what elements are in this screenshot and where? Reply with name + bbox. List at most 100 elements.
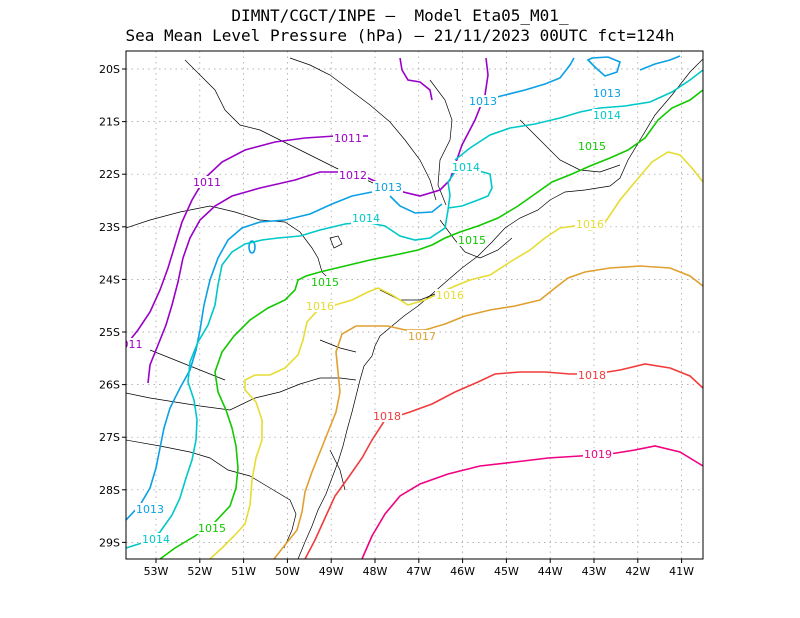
longitude-label: 45W — [494, 565, 519, 578]
contour-label-bg — [407, 330, 437, 342]
contour-label-bg — [435, 289, 465, 301]
latitude-label: 20S — [99, 63, 120, 76]
contour-label-bg — [577, 140, 607, 152]
state-border — [379, 289, 441, 301]
contour-label-bg — [126, 338, 144, 350]
longitude-label: 51W — [231, 565, 256, 578]
contour-label-bg — [305, 300, 335, 312]
longitude-label: 52W — [187, 565, 212, 578]
isobar-1014 — [454, 69, 703, 161]
coastline-and-borders — [126, 57, 703, 559]
contour-label-1018: 1018 — [373, 410, 401, 423]
contour-label-bg — [575, 218, 605, 230]
contour-label-1016: 1016 — [306, 300, 334, 313]
contour-label-bg — [372, 410, 402, 422]
contour-label-1019: 1019 — [584, 448, 612, 461]
isobar-1016 — [209, 151, 703, 559]
contour-label-bg — [457, 234, 487, 246]
contour-label-1013: 1013 — [374, 181, 402, 194]
isobar-1013 — [126, 191, 373, 521]
axis-labels: 20S 21S 22S 23S 24S 25S 26S 27S 28S 29S 53W 52W 51W 5… — [99, 63, 694, 578]
isobar-1015 — [159, 89, 703, 559]
contour-label-1015: 1015 — [198, 522, 226, 535]
contour-label-1011: 011 — [122, 338, 143, 351]
contour-label-1015: 1015 — [458, 234, 486, 247]
contour-label-bg — [577, 369, 607, 381]
longitude-label: 42W — [625, 565, 650, 578]
latitude-label: 22S — [99, 168, 120, 181]
latitude-label: 21S — [99, 116, 120, 129]
longitude-label: 43W — [582, 565, 607, 578]
isobar-1017 — [273, 265, 703, 559]
contour-label-1014: 1014 — [142, 533, 170, 546]
contour-label-1014: 1014 — [593, 109, 621, 122]
contour-label-bg — [592, 109, 622, 121]
contour-label-1014: 1014 — [352, 212, 380, 225]
map-title-line1: DIMNT/CGCT/INPE – Model Eta05_M01_ — [231, 6, 569, 25]
latitude-label: 23S — [99, 221, 120, 234]
contour-label-bg — [592, 87, 622, 99]
isobar-1011 — [399, 57, 433, 101]
contour-label-1011: 1011 — [193, 176, 221, 189]
contour-label-1013: 1013 — [136, 503, 164, 516]
country-border — [126, 439, 297, 549]
isobar-1013 — [389, 195, 443, 214]
latitude-label: 29S — [99, 536, 120, 549]
longitude-label: 44W — [538, 565, 563, 578]
longitude-label: 49W — [319, 565, 344, 578]
contour-label-1011: 1011 — [334, 132, 362, 145]
contour-label-1013: 1013 — [469, 95, 497, 108]
contour-label-bg — [333, 132, 363, 144]
longitude-label: 48W — [363, 565, 388, 578]
contour-label-bg — [135, 503, 165, 515]
latitude-label: 24S — [99, 273, 120, 286]
contour-label-bg — [351, 212, 381, 224]
longitude-label: 47W — [406, 565, 431, 578]
contour-label-1013: 1013 — [593, 87, 621, 100]
isobar-1013 — [586, 56, 621, 77]
longitude-label: 53W — [144, 565, 169, 578]
isobar-1019 — [361, 445, 703, 559]
island-outline — [329, 235, 343, 249]
contour-label-1014: 1014 — [452, 161, 480, 174]
latitude-label: 27S — [99, 431, 120, 444]
state-border — [439, 219, 513, 259]
contour-label-1018: 1018 — [578, 369, 606, 382]
longitude-label: 50W — [275, 565, 300, 578]
contour-label-1017: 1017 — [408, 330, 436, 343]
contour-label-bg — [197, 522, 227, 534]
latitude-label: 25S — [99, 326, 120, 339]
state-border — [289, 57, 437, 201]
contour-label-1016: 1016 — [576, 218, 604, 231]
contour-label-bg — [338, 169, 368, 181]
isobar-1011 — [126, 135, 368, 346]
map-title-line2: Sea Mean Level Pressure (hPa) – 21/11/20… — [125, 26, 675, 45]
lat-lon-grid — [126, 51, 703, 559]
state-border — [519, 119, 621, 173]
isobar-1012 — [147, 57, 489, 384]
isobar-1013 — [639, 55, 681, 71]
state-border — [126, 377, 357, 411]
state-border — [184, 59, 381, 187]
contour-label-1016: 1016 — [436, 289, 464, 302]
contour-label-bg — [468, 95, 498, 107]
contour-label-bg — [583, 448, 613, 460]
state-border — [429, 79, 453, 206]
contour-label-bg — [141, 533, 171, 545]
state-border — [149, 349, 226, 381]
contour-labels: 1011 1011 011 1012 1013 1013 1013 1013 1014 1014 1… — [122, 87, 622, 546]
contour-label-bg — [192, 176, 222, 188]
contour-label-bg — [310, 276, 340, 288]
longitude-label: 46W — [450, 565, 475, 578]
contour-label-1015: 1015 — [578, 140, 606, 153]
contour-label-1012: 1012 — [339, 169, 367, 182]
isobar-1018 — [304, 363, 703, 559]
contour-label-bg — [451, 161, 481, 173]
state-border — [319, 339, 357, 353]
contour-label-bg — [373, 181, 403, 193]
contour-label-1015: 1015 — [311, 276, 339, 289]
longitude-label: 41W — [669, 565, 694, 578]
latitude-label: 26S — [99, 379, 120, 392]
map-frame — [125, 50, 704, 560]
